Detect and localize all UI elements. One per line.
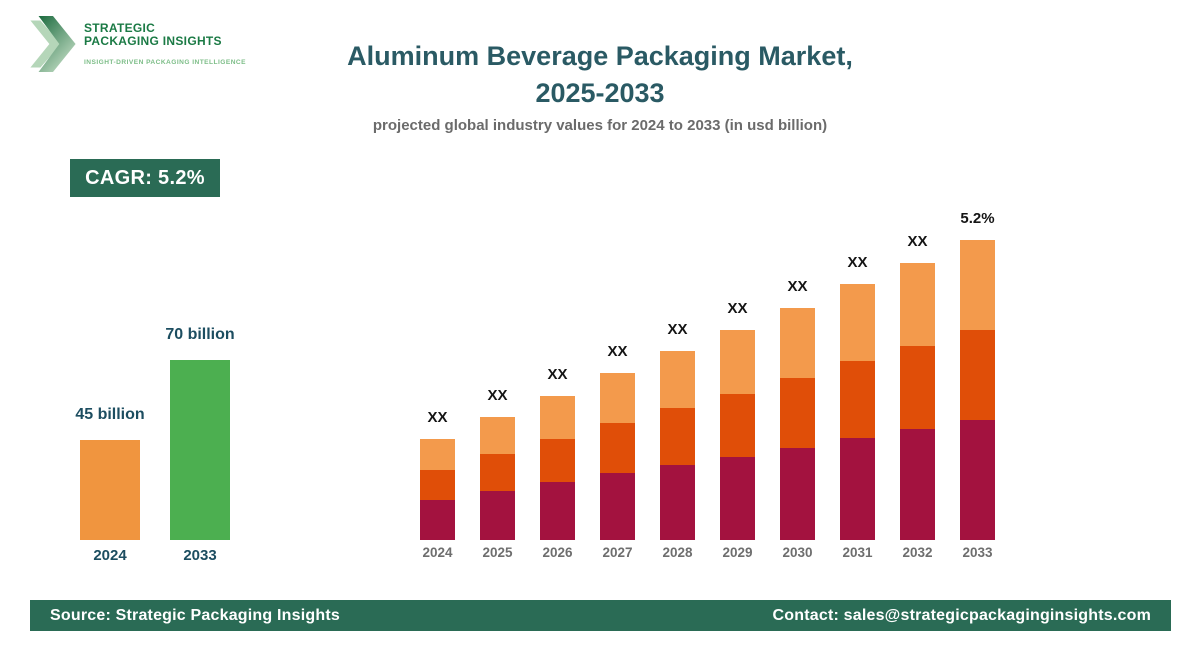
stacked-segment-middle-segment-2025 — [480, 454, 515, 491]
stacked-bar-2028 — [660, 351, 695, 540]
footer-contact: Contact: sales@strategicpackaginginsight… — [772, 606, 1151, 624]
stacked-segment-bottom-segment-2024 — [420, 500, 455, 540]
page-subtitle: projected global industry values for 202… — [372, 117, 828, 134]
year-label-2026: 2026 — [542, 545, 573, 560]
stacked-bar-2025 — [480, 417, 515, 540]
stacked-chart: XX 2024 XX 2025 XX 2026 XX 2027 XX 2028 XX 2029 XX 20… — [420, 200, 1020, 562]
year-label-2031: 2031 — [842, 545, 873, 560]
mini-bar-2033 — [170, 360, 230, 540]
stacked-segment-middle-segment-2033 — [960, 330, 995, 420]
year-label-2025: 2025 — [482, 545, 513, 560]
stacked-bar-2031 — [840, 284, 875, 540]
stacked-segment-top-segment-2025 — [480, 417, 515, 454]
bar-value-label-2027: XX — [607, 343, 628, 360]
stacked-segment-top-segment-2029 — [720, 330, 755, 394]
year-label-2032: 2032 — [902, 545, 933, 560]
stacked-bar-2026 — [540, 396, 575, 540]
logo-name-line2: PACKAGING INSIGHTS — [84, 34, 222, 48]
stacked-segment-top-segment-2032 — [900, 263, 935, 346]
logo-name-line1: STRATEGIC — [84, 21, 156, 35]
stacked-segment-bottom-segment-2032 — [900, 429, 935, 540]
stacked-bar-2027 — [600, 373, 635, 540]
stacked-bar-2032 — [900, 263, 935, 540]
stacked-segment-bottom-segment-2028 — [660, 465, 695, 540]
bar-value-label-2029: XX — [727, 300, 748, 317]
bar-value-label-2031: XX — [847, 254, 868, 271]
stacked-segment-bottom-segment-2030 — [780, 448, 815, 540]
stacked-bar-2033 — [960, 240, 995, 540]
stacked-segment-middle-segment-2026 — [540, 439, 575, 482]
bar-value-label-2028: XX — [667, 321, 688, 338]
year-label-2027: 2027 — [602, 545, 633, 560]
stacked-segment-bottom-segment-2027 — [600, 473, 635, 540]
mini-chart: 45 billion 2024 70 billion 2033 — [75, 320, 234, 564]
bar-value-label-2032: XX — [907, 233, 928, 250]
bar-value-label-2025: XX — [487, 387, 508, 404]
stacked-segment-top-segment-2027 — [600, 373, 635, 423]
bar-value-label-2024: XX — [427, 409, 448, 426]
mini-value-label-2024: 45 billion — [75, 406, 145, 423]
bar-value-label-2026: XX — [547, 366, 568, 383]
year-label-2028: 2028 — [662, 545, 693, 560]
mini-year-label-2033: 2033 — [183, 547, 217, 564]
stacked-bar-2029 — [720, 330, 755, 540]
mini-value-label-2033: 70 billion — [165, 326, 235, 343]
header: Aluminum Beverage Packaging Market, 2025-… — [0, 38, 1200, 134]
stacked-segment-top-segment-2030 — [780, 308, 815, 378]
stacked-segment-middle-segment-2032 — [900, 346, 935, 429]
chevron-logo-icon — [30, 16, 76, 72]
bar-value-label-2033: 5.2% — [960, 210, 995, 227]
stacked-segment-middle-segment-2027 — [600, 423, 635, 473]
stacked-segment-top-segment-2031 — [840, 284, 875, 361]
mini-year-label-2024: 2024 — [93, 547, 127, 564]
stacked-segment-bottom-segment-2029 — [720, 457, 755, 540]
stacked-segment-bottom-segment-2025 — [480, 491, 515, 540]
stacked-segment-top-segment-2024 — [420, 439, 455, 470]
year-label-2030: 2030 — [782, 545, 813, 560]
logo-text-block: STRATEGIC PACKAGING INSIGHTS INSIGHT-DRI… — [84, 14, 246, 67]
year-label-2024: 2024 — [422, 545, 453, 560]
stacked-bar-2024 — [420, 439, 455, 540]
bar-value-label-2030: XX — [787, 278, 808, 295]
logo-tagline: INSIGHT-DRIVEN PACKAGING INTELLIGENCE — [84, 59, 246, 66]
year-label-2029: 2029 — [722, 545, 753, 560]
page-title: Aluminum Beverage Packaging Market, 2025-… — [0, 38, 1200, 112]
stacked-segment-bottom-segment-2033 — [960, 420, 995, 540]
stacked-segment-top-segment-2033 — [960, 240, 995, 330]
stacked-segment-bottom-segment-2026 — [540, 482, 575, 540]
stacked-segment-top-segment-2026 — [540, 396, 575, 439]
footer-source: Source: Strategic Packaging Insights — [50, 606, 340, 624]
footer-bar: Source: Strategic Packaging Insights Con… — [30, 600, 1171, 631]
title-line2: 2025-2033 — [535, 78, 665, 108]
stacked-segment-middle-segment-2031 — [840, 361, 875, 438]
stacked-segment-middle-segment-2029 — [720, 394, 755, 457]
company-logo: STRATEGIC PACKAGING INSIGHTS INSIGHT-DRI… — [30, 14, 246, 72]
stacked-segment-middle-segment-2028 — [660, 408, 695, 465]
stacked-segment-middle-segment-2030 — [780, 378, 815, 448]
mini-bar-2024 — [80, 440, 140, 540]
stacked-segment-bottom-segment-2031 — [840, 438, 875, 540]
stacked-segment-top-segment-2028 — [660, 351, 695, 408]
stacked-bar-2030 — [780, 308, 815, 540]
stacked-segment-middle-segment-2024 — [420, 470, 455, 500]
title-line1: Aluminum Beverage Packaging Market, — [347, 41, 853, 71]
cagr-badge: CAGR: 5.2% — [70, 159, 220, 197]
year-label-2033: 2033 — [962, 545, 993, 560]
